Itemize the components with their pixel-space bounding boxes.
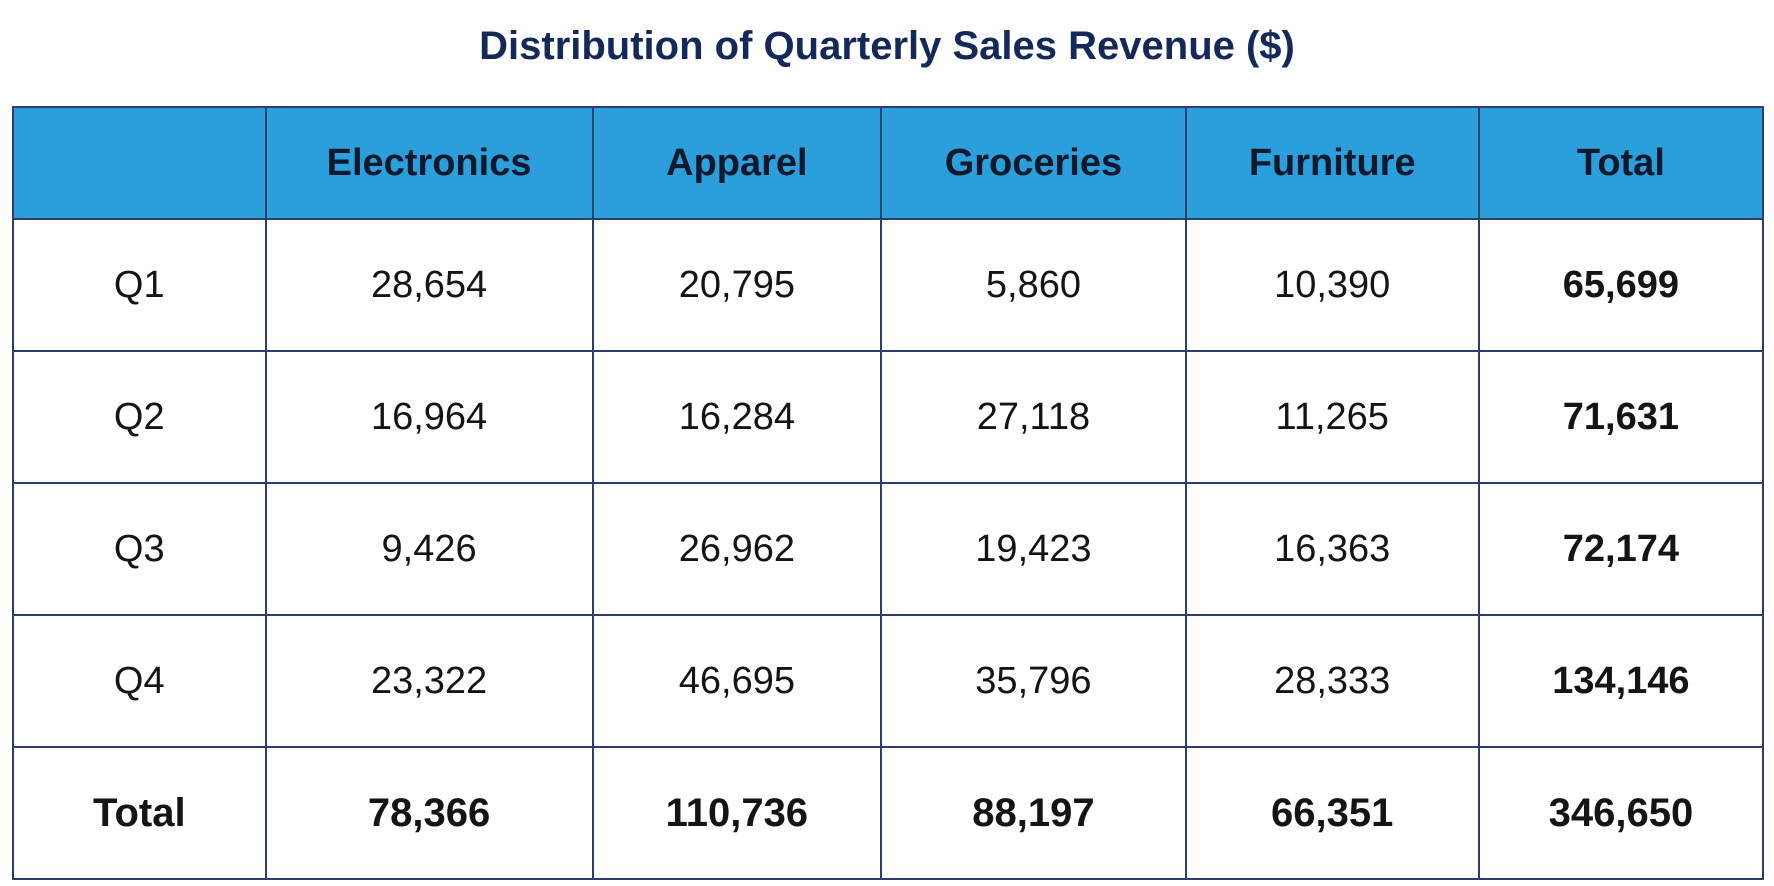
cell-q4-furniture: 28,333: [1184, 614, 1480, 748]
cell-q4-groceries: 35,796: [880, 614, 1187, 748]
table-row-q3: Q3 9,426 26,962 19,423 16,363 72,174: [12, 482, 1765, 616]
sales-revenue-table: Electronics Apparel Groceries Furniture …: [12, 106, 1765, 880]
cell-grand-total: 346,650: [1477, 746, 1765, 880]
cell-q1-electronics: 28,654: [264, 218, 594, 352]
cell-q1-total: 65,699: [1477, 218, 1765, 352]
column-header-apparel: Apparel: [591, 106, 883, 220]
cell-q4-electronics: 23,322: [264, 614, 594, 748]
cell-total-apparel: 110,736: [591, 746, 883, 880]
cell-q2-total: 71,631: [1477, 350, 1765, 484]
cell-q2-electronics: 16,964: [264, 350, 594, 484]
cell-q1-furniture: 10,390: [1184, 218, 1480, 352]
row-label-q3: Q3: [12, 482, 267, 616]
column-header-electronics: Electronics: [264, 106, 594, 220]
cell-q4-apparel: 46,695: [591, 614, 883, 748]
row-label-total: Total: [12, 746, 267, 880]
cell-q3-furniture: 16,363: [1184, 482, 1480, 616]
cell-q2-apparel: 16,284: [591, 350, 883, 484]
table-row-total: Total 78,366 110,736 88,197 66,351 346,6…: [12, 746, 1765, 880]
cell-q3-groceries: 19,423: [880, 482, 1187, 616]
cell-q2-furniture: 11,265: [1184, 350, 1480, 484]
row-label-q1: Q1: [12, 218, 267, 352]
cell-q2-groceries: 27,118: [880, 350, 1187, 484]
header-row: Electronics Apparel Groceries Furniture …: [12, 106, 1765, 220]
table-row-q2: Q2 16,964 16,284 27,118 11,265 71,631: [12, 350, 1765, 484]
cell-total-electronics: 78,366: [264, 746, 594, 880]
cell-total-groceries: 88,197: [880, 746, 1187, 880]
corner-header-cell: [12, 106, 267, 220]
cell-total-furniture: 66,351: [1184, 746, 1480, 880]
cell-q1-apparel: 20,795: [591, 218, 883, 352]
row-label-q4: Q4: [12, 614, 267, 748]
column-header-furniture: Furniture: [1184, 106, 1480, 220]
cell-q3-total: 72,174: [1477, 482, 1765, 616]
cell-q3-apparel: 26,962: [591, 482, 883, 616]
chart-title: Distribution of Quarterly Sales Revenue …: [479, 24, 1295, 68]
row-label-q2: Q2: [12, 350, 267, 484]
table-row-q4: Q4 23,322 46,695 35,796 28,333 134,146: [12, 614, 1765, 748]
cell-q4-total: 134,146: [1477, 614, 1765, 748]
column-header-groceries: Groceries: [880, 106, 1187, 220]
table-row-q1: Q1 28,654 20,795 5,860 10,390 65,699: [12, 218, 1765, 352]
cell-q3-electronics: 9,426: [264, 482, 594, 616]
cell-q1-groceries: 5,860: [880, 218, 1187, 352]
column-header-total: Total: [1477, 106, 1765, 220]
